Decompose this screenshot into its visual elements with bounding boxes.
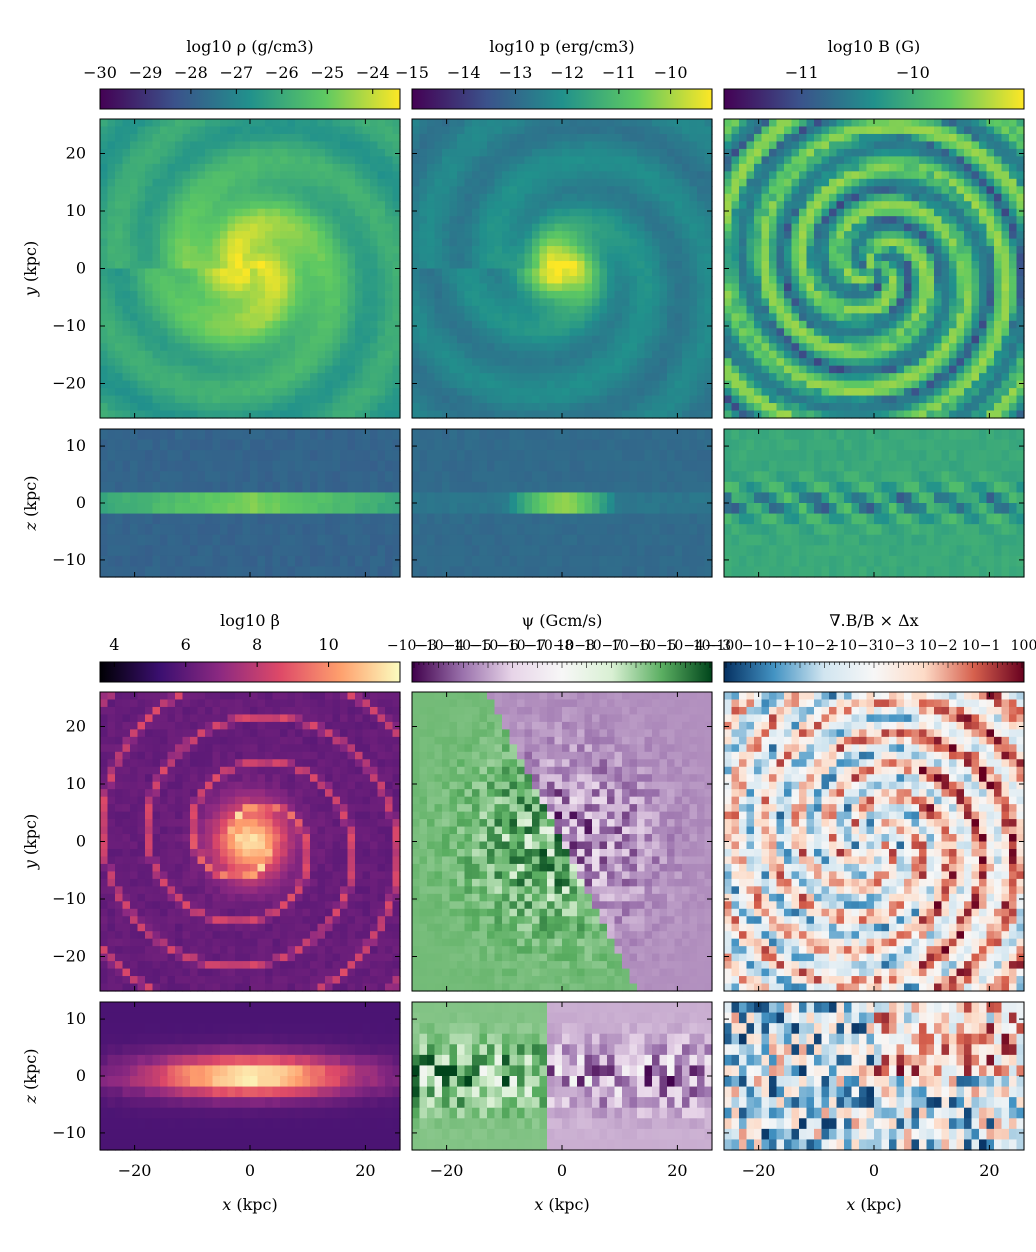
colorbar-tick-label: −25 bbox=[310, 63, 344, 82]
colorbar-tick-label: 10−1 bbox=[962, 638, 1000, 654]
colorbar-tick-label: 10 bbox=[318, 635, 338, 654]
colorbar-title: log10 p (erg/cm3) bbox=[489, 37, 634, 56]
colorbar-tick-label: 10−4 bbox=[666, 638, 705, 654]
x-tick-label: 20 bbox=[355, 1161, 375, 1180]
colorbar-tick-label: −30 bbox=[83, 63, 117, 82]
colorbar bbox=[411, 88, 713, 110]
edge-on-map bbox=[724, 1002, 1025, 1151]
colorbar-title: log10 ρ (g/cm3) bbox=[186, 37, 313, 56]
y-tick-label: −20 bbox=[52, 374, 86, 393]
colorbar-tick-label: 100 bbox=[1011, 638, 1036, 654]
colorbar-tick-label: 6 bbox=[181, 635, 191, 654]
colorbar-tick-label: −100 bbox=[705, 638, 743, 654]
x-axis-label: x (kpc) bbox=[846, 1195, 902, 1214]
colorbar-tick-label: −10−4 bbox=[414, 638, 464, 654]
colorbar-tick-label: −28 bbox=[174, 63, 208, 82]
colorbar-tick-label: −10−8 bbox=[523, 638, 573, 654]
y-tick-label: −10 bbox=[52, 316, 86, 335]
edge-on-map bbox=[412, 1002, 713, 1151]
colorbar-tick-label: −14 bbox=[447, 63, 481, 82]
x-tick-label: −20 bbox=[118, 1161, 152, 1180]
colorbar-tick-label: 8 bbox=[252, 635, 262, 654]
colorbar-tick-label: 10−7 bbox=[584, 638, 622, 654]
y-tick-label: 0 bbox=[76, 493, 86, 512]
colorbar-tick-label: −10−1 bbox=[742, 638, 792, 654]
colorbar-tick-label: −24 bbox=[356, 63, 390, 82]
colorbar-tick-label: −15 bbox=[395, 63, 429, 82]
x-axis-label: x (kpc) bbox=[534, 1195, 590, 1214]
colorbar-tick-label: −10−2 bbox=[785, 638, 835, 654]
colorbar-tick-label: −29 bbox=[129, 63, 163, 82]
colorbar-tick-label: 10−6 bbox=[611, 638, 650, 654]
x-tick-label: −20 bbox=[742, 1161, 776, 1180]
colorbar-tick-label: −27 bbox=[219, 63, 253, 82]
y-tick-label: −20 bbox=[52, 947, 86, 966]
x-tick-label: 20 bbox=[979, 1161, 999, 1180]
colorbar-tick-label: −10−5 bbox=[441, 638, 491, 654]
colorbar-minor-ticks bbox=[725, 662, 1023, 668]
x-axis-label: x (kpc) bbox=[222, 1195, 278, 1214]
colorbar-title: ψ (Gcm/s) bbox=[522, 611, 603, 630]
y-tick-label: 0 bbox=[76, 832, 86, 851]
colorbar-tick-label: 4 bbox=[109, 635, 119, 654]
x-tick-label: 0 bbox=[869, 1161, 879, 1180]
face-on-map bbox=[724, 692, 1025, 992]
x-tick-label: 0 bbox=[557, 1161, 567, 1180]
face-on-map bbox=[100, 692, 401, 992]
colorbar-tick-label: 10−2 bbox=[919, 638, 957, 654]
colorbar-tick-label: −11 bbox=[602, 63, 636, 82]
y-tick-label: 0 bbox=[76, 1066, 86, 1085]
colorbar-tick-label: 10−3 bbox=[693, 638, 731, 654]
edge-on-map bbox=[412, 429, 713, 578]
colorbar-tick-label: −10 bbox=[896, 63, 930, 82]
colorbar-tick-label: −26 bbox=[265, 63, 299, 82]
face-on-map bbox=[412, 692, 713, 992]
y-tick-label: 20 bbox=[66, 144, 86, 163]
colorbar-tick-label: 10−5 bbox=[638, 638, 676, 654]
face-on-map bbox=[724, 119, 1025, 419]
face-on-map bbox=[412, 119, 713, 419]
edge-on-map bbox=[724, 429, 1025, 578]
y-axis-label: y (kpc) bbox=[21, 814, 40, 871]
face-on-map bbox=[100, 119, 401, 419]
y-axis-label: y (kpc) bbox=[21, 241, 40, 298]
colorbar-tick-label: −10−6 bbox=[469, 638, 519, 654]
colorbar-tick-label: −10−3 bbox=[387, 638, 437, 654]
colorbar-tick-label: 10−3 bbox=[876, 638, 914, 654]
colorbar-title: log10 β bbox=[220, 611, 280, 630]
y-tick-label: −10 bbox=[52, 1123, 86, 1142]
y-tick-label: 10 bbox=[66, 774, 86, 793]
y-tick-label: 10 bbox=[66, 436, 86, 455]
y-axis-label: z (kpc) bbox=[21, 1049, 40, 1105]
colorbar bbox=[99, 88, 401, 110]
x-tick-label: 0 bbox=[245, 1161, 255, 1180]
y-tick-label: −10 bbox=[52, 550, 86, 569]
colorbar-tick-label: −12 bbox=[550, 63, 584, 82]
colorbar-tick-label: −10−7 bbox=[496, 638, 546, 654]
colorbar-tick-label: −11 bbox=[785, 63, 819, 82]
colorbar-tick-label: −10−3 bbox=[827, 638, 877, 654]
edge-on-map bbox=[100, 429, 401, 578]
y-tick-label: 0 bbox=[76, 259, 86, 278]
colorbar-minor-ticks bbox=[413, 662, 711, 668]
y-tick-label: 20 bbox=[66, 717, 86, 736]
y-tick-label: −10 bbox=[52, 889, 86, 908]
edge-on-map bbox=[100, 1002, 401, 1151]
colorbar-title: ∇.B/B × Δx bbox=[829, 611, 918, 630]
y-tick-label: 10 bbox=[66, 201, 86, 220]
y-axis-label: z (kpc) bbox=[21, 476, 40, 532]
x-tick-label: 20 bbox=[667, 1161, 687, 1180]
colorbar bbox=[99, 661, 401, 683]
colorbar-title: log10 B (G) bbox=[828, 37, 921, 56]
colorbar-tick-label: −13 bbox=[499, 63, 533, 82]
colorbar-tick-label: 10−8 bbox=[556, 638, 594, 654]
colorbar-tick-label: −10 bbox=[654, 63, 688, 82]
x-tick-label: −20 bbox=[430, 1161, 464, 1180]
colorbar bbox=[723, 88, 1025, 110]
y-tick-label: 10 bbox=[66, 1009, 86, 1028]
